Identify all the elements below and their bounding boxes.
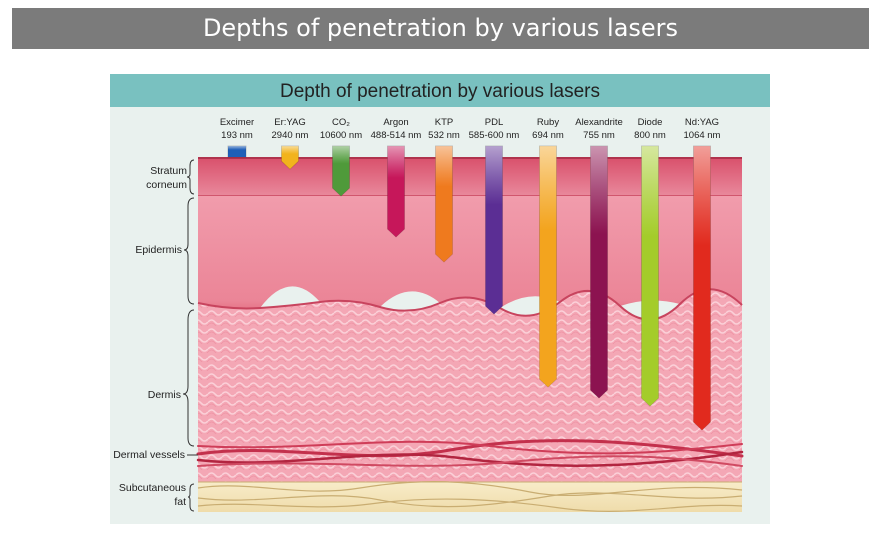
laser-wavelength-argon: 488-514 nm	[371, 130, 422, 141]
laser-name-alexandrite: Alexandrite	[575, 117, 623, 128]
laser-probe-shade-pdl	[486, 146, 503, 314]
laser-depth-figure: Depth of penetration by various lasers S…	[110, 74, 770, 524]
layer-label-stratum: Stratum	[150, 165, 187, 177]
laser-name-nd-yag: Nd:YAG	[685, 117, 719, 128]
laser-wavelength-er-yag: 2940 nm	[272, 130, 309, 141]
laser-name-pdl: PDL	[485, 117, 503, 128]
slide-title: Depths of penetration by various lasers	[12, 8, 869, 49]
laser-probe-shade-ruby	[540, 146, 557, 387]
laser-probe-shade-alexandrite	[591, 146, 608, 398]
laser-probe-shade-ktp	[436, 146, 453, 262]
layer-stratum-corneum	[198, 158, 742, 196]
laser-wavelength-diode: 800 nm	[634, 130, 666, 141]
layer-label-dermis: Dermis	[148, 389, 181, 401]
laser-name-ktp: KTP	[435, 117, 453, 128]
laser-probe-shade-co	[333, 146, 350, 196]
laser-name-argon: Argon	[383, 117, 408, 128]
layer-label-fat: fat	[174, 496, 186, 508]
laser-probe-shade-argon	[388, 146, 405, 237]
laser-wavelength-excimer: 193 nm	[221, 130, 253, 141]
layer-label-epidermis: Epidermis	[135, 244, 182, 256]
laser-name-er-yag: Er:YAG	[274, 117, 306, 128]
laser-probe-shade-diode	[642, 146, 659, 406]
layer-label-subcutaneous: Subcutaneous	[119, 482, 186, 494]
laser-name-diode: Diode	[638, 117, 663, 128]
laser-wavelength-alexandrite: 755 nm	[583, 130, 615, 141]
laser-name-co: CO₂	[332, 117, 350, 128]
laser-name-ruby: Ruby	[537, 117, 559, 128]
laser-wavelength-nd-yag: 1064 nm	[684, 130, 721, 141]
laser-depth-diagram: Depth of penetration by various lasers S…	[110, 74, 770, 524]
laser-probe-shade-nd-yag	[694, 146, 711, 430]
laser-wavelength-ktp: 532 nm	[428, 130, 460, 141]
laser-name-excimer: Excimer	[220, 117, 254, 128]
layer-label-dermal-vessels: Dermal vessels	[113, 449, 185, 461]
figure-title: Depth of penetration by various lasers	[280, 81, 600, 102]
laser-probe-shade-excimer	[228, 146, 246, 157]
laser-wavelength-pdl: 585-600 nm	[469, 130, 520, 141]
layer-label-corneum: corneum	[146, 179, 187, 191]
laser-wavelength-co: 10600 nm	[320, 130, 362, 141]
laser-wavelength-ruby: 694 nm	[532, 130, 564, 141]
